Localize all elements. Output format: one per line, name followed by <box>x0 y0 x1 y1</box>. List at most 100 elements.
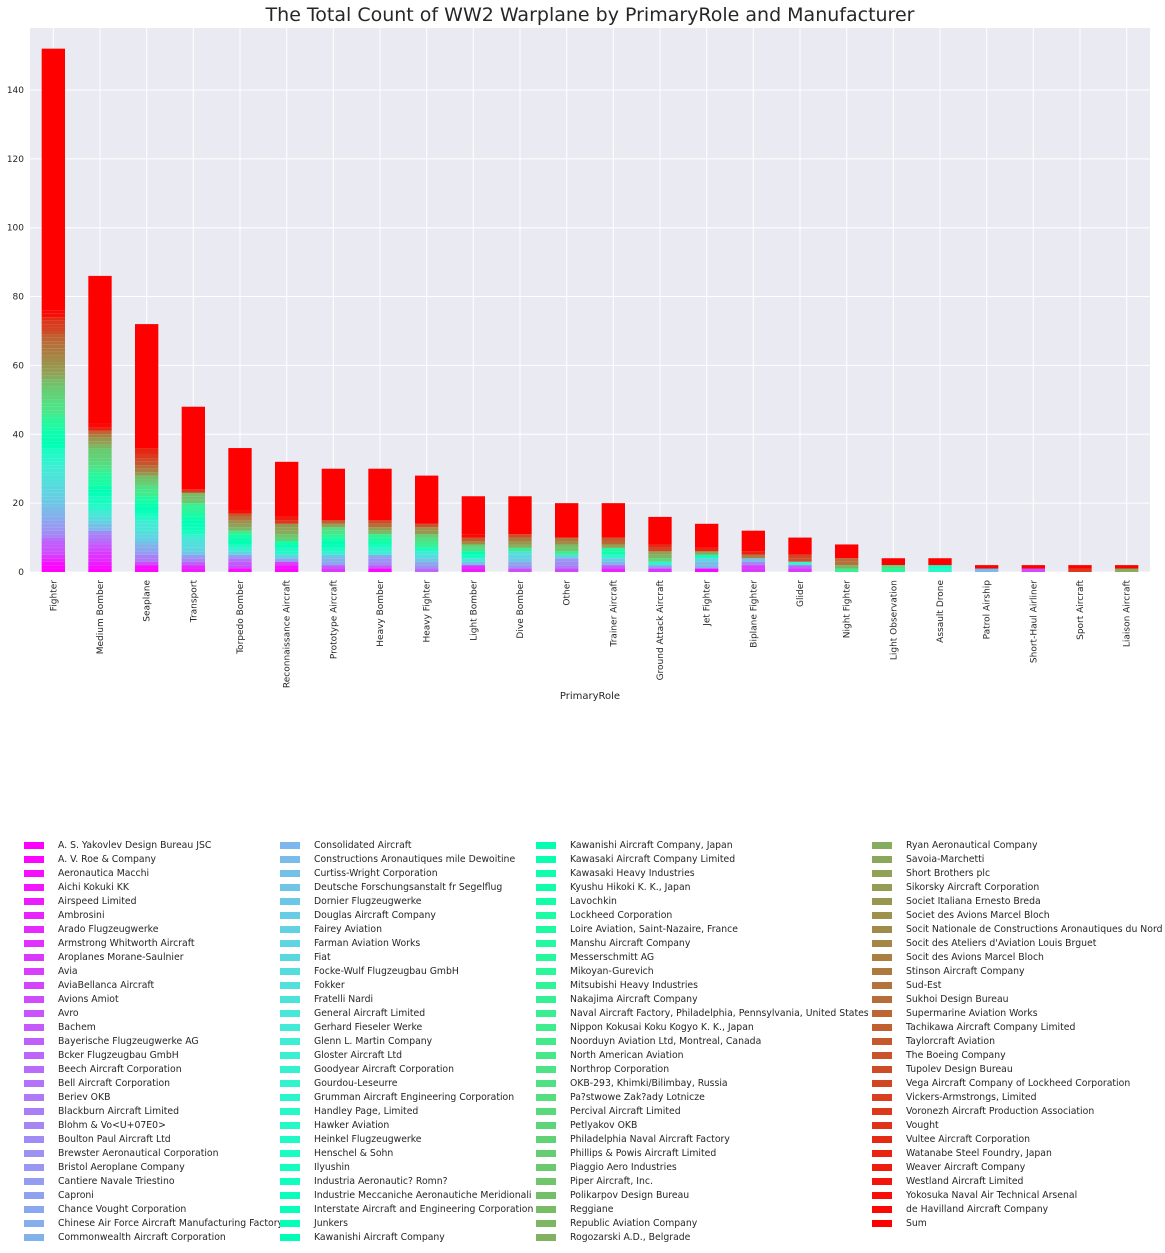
bar-segment <box>135 554 159 559</box>
legend-item: Deutsche Forschungsanstalt fr Segelflug <box>280 880 502 894</box>
bar-segment <box>41 330 65 335</box>
legend-label: Supermarine Aviation Works <box>906 1007 1038 1019</box>
legend-label: Beech Aircraft Corporation <box>58 1063 182 1075</box>
bar-segment <box>695 568 719 572</box>
bar-segment <box>415 544 439 548</box>
legend-item: Bristol Aeroplane Company <box>24 1160 185 1174</box>
bar-segment <box>508 541 532 545</box>
bar-segment <box>88 527 112 531</box>
bar-segment-sum <box>788 537 812 555</box>
x-tick-label: Light Observation <box>889 580 899 660</box>
bar-segment <box>88 534 112 538</box>
legend-item: A. S. Yakovlev Design Bureau JSC <box>24 838 211 852</box>
bar-segment <box>88 441 112 445</box>
bar-segment <box>228 527 252 531</box>
bar-segment <box>135 561 159 566</box>
bar-segment <box>181 516 205 521</box>
bar-segment <box>41 479 65 483</box>
legend-swatch <box>280 1205 300 1213</box>
legend-swatch <box>536 1233 556 1241</box>
legend-label: Cantiere Navale Triestino <box>58 1175 175 1187</box>
bar-segment-sum <box>508 496 532 535</box>
bar-segment <box>88 551 112 555</box>
bar-segment <box>321 520 345 524</box>
legend-label: Blackburn Aircraft Limited <box>58 1105 180 1117</box>
legend-label: Lockheed Corporation <box>570 909 673 921</box>
legend-item: Blackburn Aircraft Limited <box>24 1104 179 1118</box>
bar-segment-sum <box>741 530 765 552</box>
bar-segment-sum <box>1068 565 1092 569</box>
legend-swatch <box>536 897 556 905</box>
legend-swatch <box>24 1107 44 1115</box>
legend-item: Voronezh Aircraft Production Association <box>872 1104 1094 1118</box>
legend-item: Messerschmitt AG <box>536 950 654 964</box>
legend-item: Dornier Flugzeugwerke <box>280 894 422 908</box>
legend-item: Grumman Aircraft Engineering Corporation <box>280 1090 514 1104</box>
bar-segment <box>835 561 859 566</box>
legend-swatch <box>24 869 44 877</box>
legend-swatch <box>24 883 44 891</box>
legend-label: Phillips & Powis Aircraft Limited <box>570 1147 717 1159</box>
bar-stack-light-observation <box>881 558 905 572</box>
legend-label: Weaver Aircraft Company <box>906 1161 1026 1173</box>
legend-swatch <box>872 953 892 961</box>
bar-segment <box>835 565 859 569</box>
legend-item: Socit Nationale de Constructions Aronaut… <box>872 922 1163 936</box>
legend-label: Rogozarski A.D., Belgrade <box>570 1231 691 1243</box>
bar-segment <box>181 551 205 555</box>
bar-stack-trainer-aircraft <box>601 503 625 572</box>
legend-swatch <box>280 981 300 989</box>
bar-segment <box>41 358 65 362</box>
bar-segment-sum <box>135 324 159 449</box>
legend-item: Supermarine Aviation Works <box>872 1006 1038 1020</box>
legend-swatch <box>536 855 556 863</box>
legend-label: Grumman Aircraft Engineering Corporation <box>314 1091 515 1103</box>
legend-label: Kawanishi Aircraft Company <box>314 1231 445 1243</box>
y-tick-label: 80 <box>13 293 25 303</box>
legend-swatch <box>24 1037 44 1045</box>
bar-segment <box>368 565 392 569</box>
bar-segment <box>135 479 159 483</box>
bar-segment <box>41 451 65 455</box>
legend-label: Vought <box>906 1119 939 1131</box>
stacked-bar-chart: Fighter Medium Bomber Seaplane Transport Tor… <box>7 4 1150 702</box>
legend-label: Aeronautica Macchi <box>58 867 150 879</box>
legend-label: Ryan Aeronautical Company <box>906 839 1038 851</box>
bar-segment <box>508 547 532 552</box>
bar-segment <box>275 561 299 566</box>
bar-segment <box>41 351 65 356</box>
legend-item: Kawasaki Heavy Industries <box>536 866 695 880</box>
x-tick-label: Transport <box>189 580 199 624</box>
bar-segment <box>228 547 252 552</box>
legend-swatch <box>280 925 300 933</box>
legend-swatch <box>536 883 556 891</box>
bar-segment <box>135 468 159 473</box>
bar-segment <box>41 492 65 497</box>
bar-segment <box>228 561 252 566</box>
legend-swatch <box>24 1023 44 1031</box>
bar-segment <box>41 375 65 380</box>
legend-item: Industrie Meccaniche Aeronautiche Meridi… <box>280 1188 532 1202</box>
x-tick-label: Patrol Airship <box>983 580 993 640</box>
bar-segment <box>88 499 112 504</box>
bar-segment <box>228 558 252 562</box>
legend-swatch <box>280 1107 300 1115</box>
legend-item: Societ Italiana Ernesto Breda <box>872 894 1041 908</box>
bar-segment <box>41 368 65 373</box>
legend-swatch <box>872 1051 892 1059</box>
bar-segment-sum <box>1021 565 1045 569</box>
bar-segment <box>41 489 65 493</box>
legend-item: Tupolev Design Bureau <box>872 1062 1013 1076</box>
legend-label: Northrop Corporation <box>570 1063 670 1075</box>
bar-segment <box>835 568 859 572</box>
bar-segment-sum <box>88 275 112 424</box>
x-tick-label: Liaison Aircraft <box>1123 580 1133 648</box>
legend-swatch <box>24 967 44 975</box>
bar-segment <box>41 317 65 321</box>
legend-swatch <box>536 1009 556 1017</box>
legend-swatch <box>872 967 892 975</box>
legend-item: Vought <box>872 1118 939 1132</box>
legend-swatch <box>872 995 892 1003</box>
bar-segment <box>321 565 345 569</box>
bar-segment <box>41 327 65 331</box>
